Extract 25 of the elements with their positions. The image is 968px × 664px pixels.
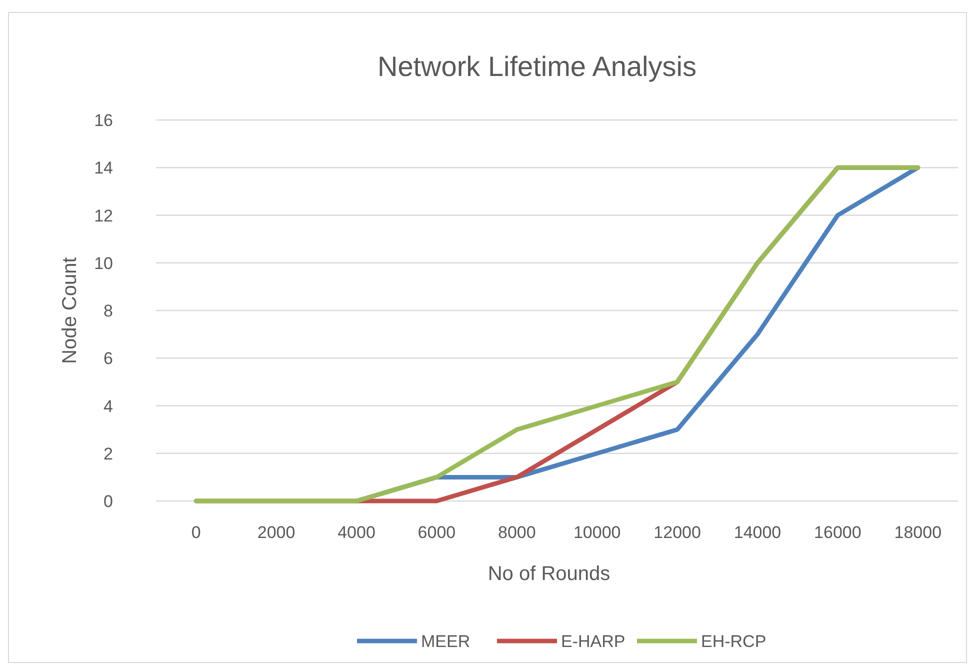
x-tick-label: 10000 <box>573 523 621 542</box>
x-tick-label: 18000 <box>894 523 942 542</box>
y-tick-label: 2 <box>104 444 113 464</box>
y-axis-title: Node Count <box>59 256 81 364</box>
y-tick-label: 8 <box>104 302 113 320</box>
y-tick-label: 6 <box>104 349 113 368</box>
legend-label: MEER <box>421 632 470 651</box>
x-tick-label: 4000 <box>338 523 376 542</box>
x-tick-label: 6000 <box>418 523 456 542</box>
x-tick-label: 8000 <box>498 523 536 542</box>
x-tick-label: 2000 <box>257 523 296 542</box>
chart-title: Network Lifetime Analysis <box>377 51 697 82</box>
x-tick-label: 0 <box>191 523 201 542</box>
y-tick-label: 14 <box>94 158 113 178</box>
y-tick-label: 4 <box>104 396 113 416</box>
y-tick-label: 0 <box>104 492 113 511</box>
legend-label: EH-RCP <box>701 632 766 651</box>
x-axis-title: No of Rounds <box>488 563 610 585</box>
x-tick-label: 12000 <box>654 523 701 542</box>
x-tick-label: 16000 <box>814 523 862 542</box>
y-tick-label: 10 <box>94 254 113 273</box>
x-tick-label: 14000 <box>734 523 782 542</box>
y-tick-label: 16 <box>94 111 113 130</box>
legend-label: E-HARP <box>561 632 626 651</box>
y-tick-label: 12 <box>94 206 113 226</box>
